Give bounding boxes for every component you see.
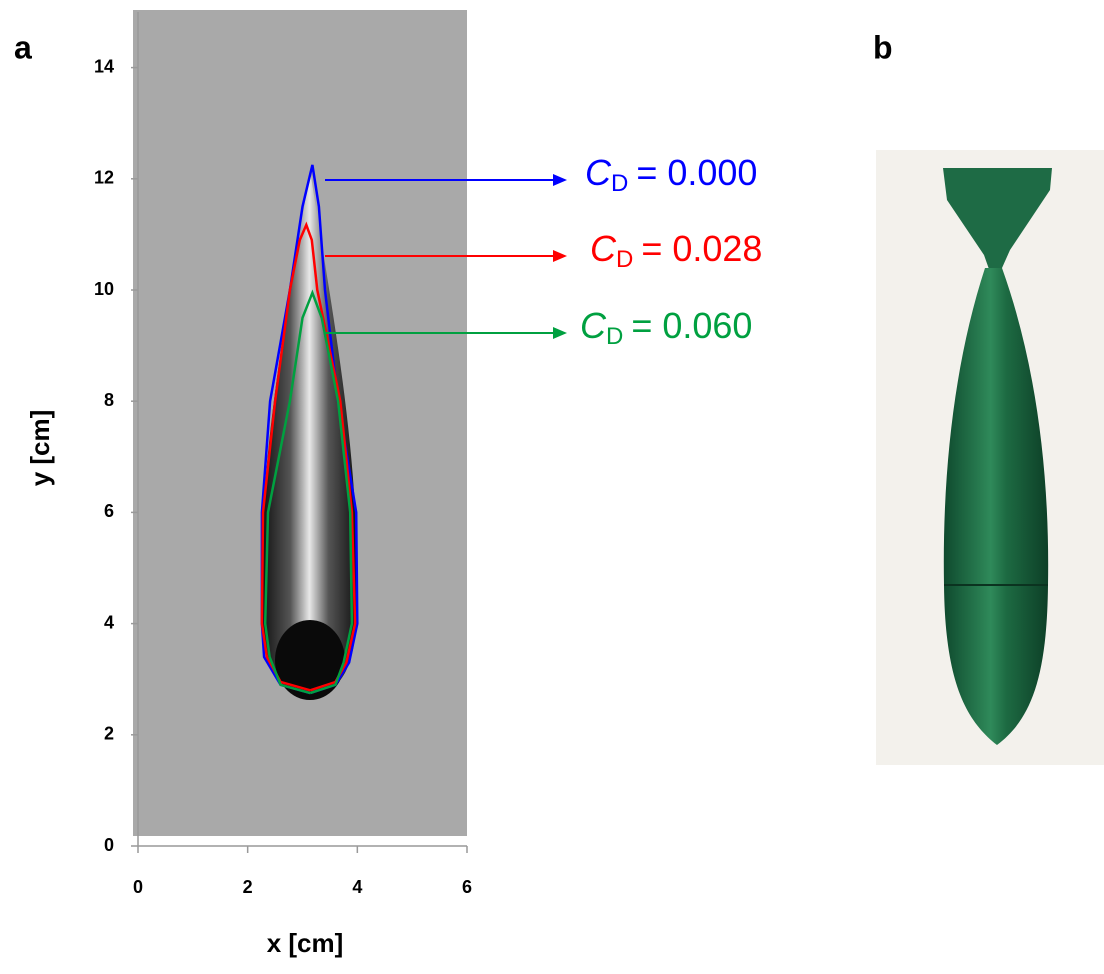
series-label: CD = 0.000 <box>585 152 757 198</box>
arrow-head <box>553 174 567 186</box>
panel-label: b <box>873 29 893 65</box>
panel-label: a <box>14 29 32 65</box>
label-subscript: D <box>616 246 633 273</box>
label-symbol: C <box>585 152 612 193</box>
y-axis-title: y [cm] <box>25 410 55 487</box>
y-tick-label: 12 <box>94 168 114 188</box>
series-label: CD = 0.028 <box>590 228 762 274</box>
label-value: = 0.000 <box>636 152 757 193</box>
y-tick-label: 0 <box>104 835 114 855</box>
x-axis-title: x [cm] <box>267 928 344 958</box>
arrow-head <box>553 327 567 339</box>
x-tick-label: 6 <box>462 877 472 897</box>
x-tick-label: 2 <box>243 877 253 897</box>
object-base <box>275 620 345 700</box>
figure: a b x [cm] y [cm] 024681012140246CD= 0.0… <box>0 0 1104 969</box>
label-subscript: D <box>611 170 628 197</box>
label-subscript: D <box>606 323 623 350</box>
label-symbol: C <box>590 228 617 269</box>
x-tick-label: 4 <box>352 877 362 897</box>
series-label: CD = 0.060 <box>580 305 752 351</box>
label-value: = 0.060 <box>631 305 752 346</box>
label-value: = 0.028 <box>641 228 762 269</box>
y-tick-label: 2 <box>104 724 114 744</box>
y-tick-label: 10 <box>94 279 114 299</box>
label-symbol: C <box>580 305 607 346</box>
y-tick-label: 6 <box>104 501 114 521</box>
y-tick-label: 4 <box>104 612 114 632</box>
y-tick-label: 14 <box>94 56 114 76</box>
y-tick-label: 8 <box>104 390 114 410</box>
x-tick-label: 0 <box>133 877 143 897</box>
arrow-head <box>553 250 567 262</box>
